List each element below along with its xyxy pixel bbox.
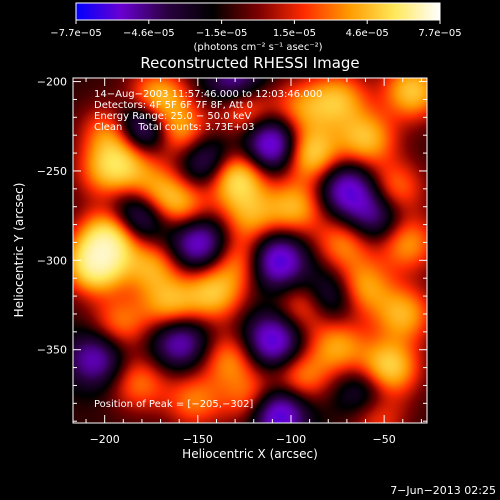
colorbar-ticks: −7.7e−05 −4.6e−05 −1.5e−05 1.5e−05 4.6e−05 7.… <box>50 20 462 39</box>
x-axis-title: Heliocentric X (arcsec) <box>182 447 318 461</box>
y-tick-label: −300 <box>37 254 67 267</box>
annotation-energy: Energy Range: 25.0 − 50.0 keV <box>94 111 251 122</box>
annotation-clean: Clean Total counts: 3.73E+03 <box>94 122 254 133</box>
colorbar-tick-label: −1.5e−05 <box>196 28 248 39</box>
y-axis-title: Heliocentric Y (arcsec) <box>12 183 26 318</box>
colorbar-tick-label: 4.6e−05 <box>346 28 389 39</box>
chart-title: Reconstructed RHESSI Image <box>140 54 359 72</box>
axis-ticks: −200 −150 −100 −50 −200 −250 −300 −350 <box>37 76 427 446</box>
colorbar-unit-label: (photons cm⁻² s⁻¹ asec⁻²) <box>193 42 322 53</box>
heatmap-canvas <box>73 78 427 423</box>
annotation-time: 14−Aug−2003 11:57:46.000 to 12:03:46.000 <box>94 89 322 100</box>
colorbar-tick-label: −7.7e−05 <box>50 28 102 39</box>
y-tick-label: −250 <box>37 165 67 178</box>
x-tick-label: −200 <box>90 433 120 446</box>
x-tick-label: −50 <box>373 433 396 446</box>
x-tick-label: −150 <box>183 433 213 446</box>
footer-date: 7−Jun−2013 02:25 <box>390 484 496 497</box>
x-tick-label: −100 <box>276 433 306 446</box>
y-tick-label: −200 <box>37 76 67 89</box>
y-tick-label: −350 <box>37 344 67 357</box>
colorbar <box>75 2 441 21</box>
colorbar-tick-label: 1.5e−05 <box>273 28 316 39</box>
annotation-detectors: Detectors: 4F 5F 6F 7F 8F, Att 0 <box>94 100 253 111</box>
colorbar-tick-label: 7.7e−05 <box>418 28 461 39</box>
heatmap-container <box>73 78 427 423</box>
colorbar-tick-label: −4.6e−05 <box>123 28 175 39</box>
plot-frame <box>72 77 428 424</box>
annotation-peak: Position of Peak = [−205,−302] <box>94 399 253 410</box>
